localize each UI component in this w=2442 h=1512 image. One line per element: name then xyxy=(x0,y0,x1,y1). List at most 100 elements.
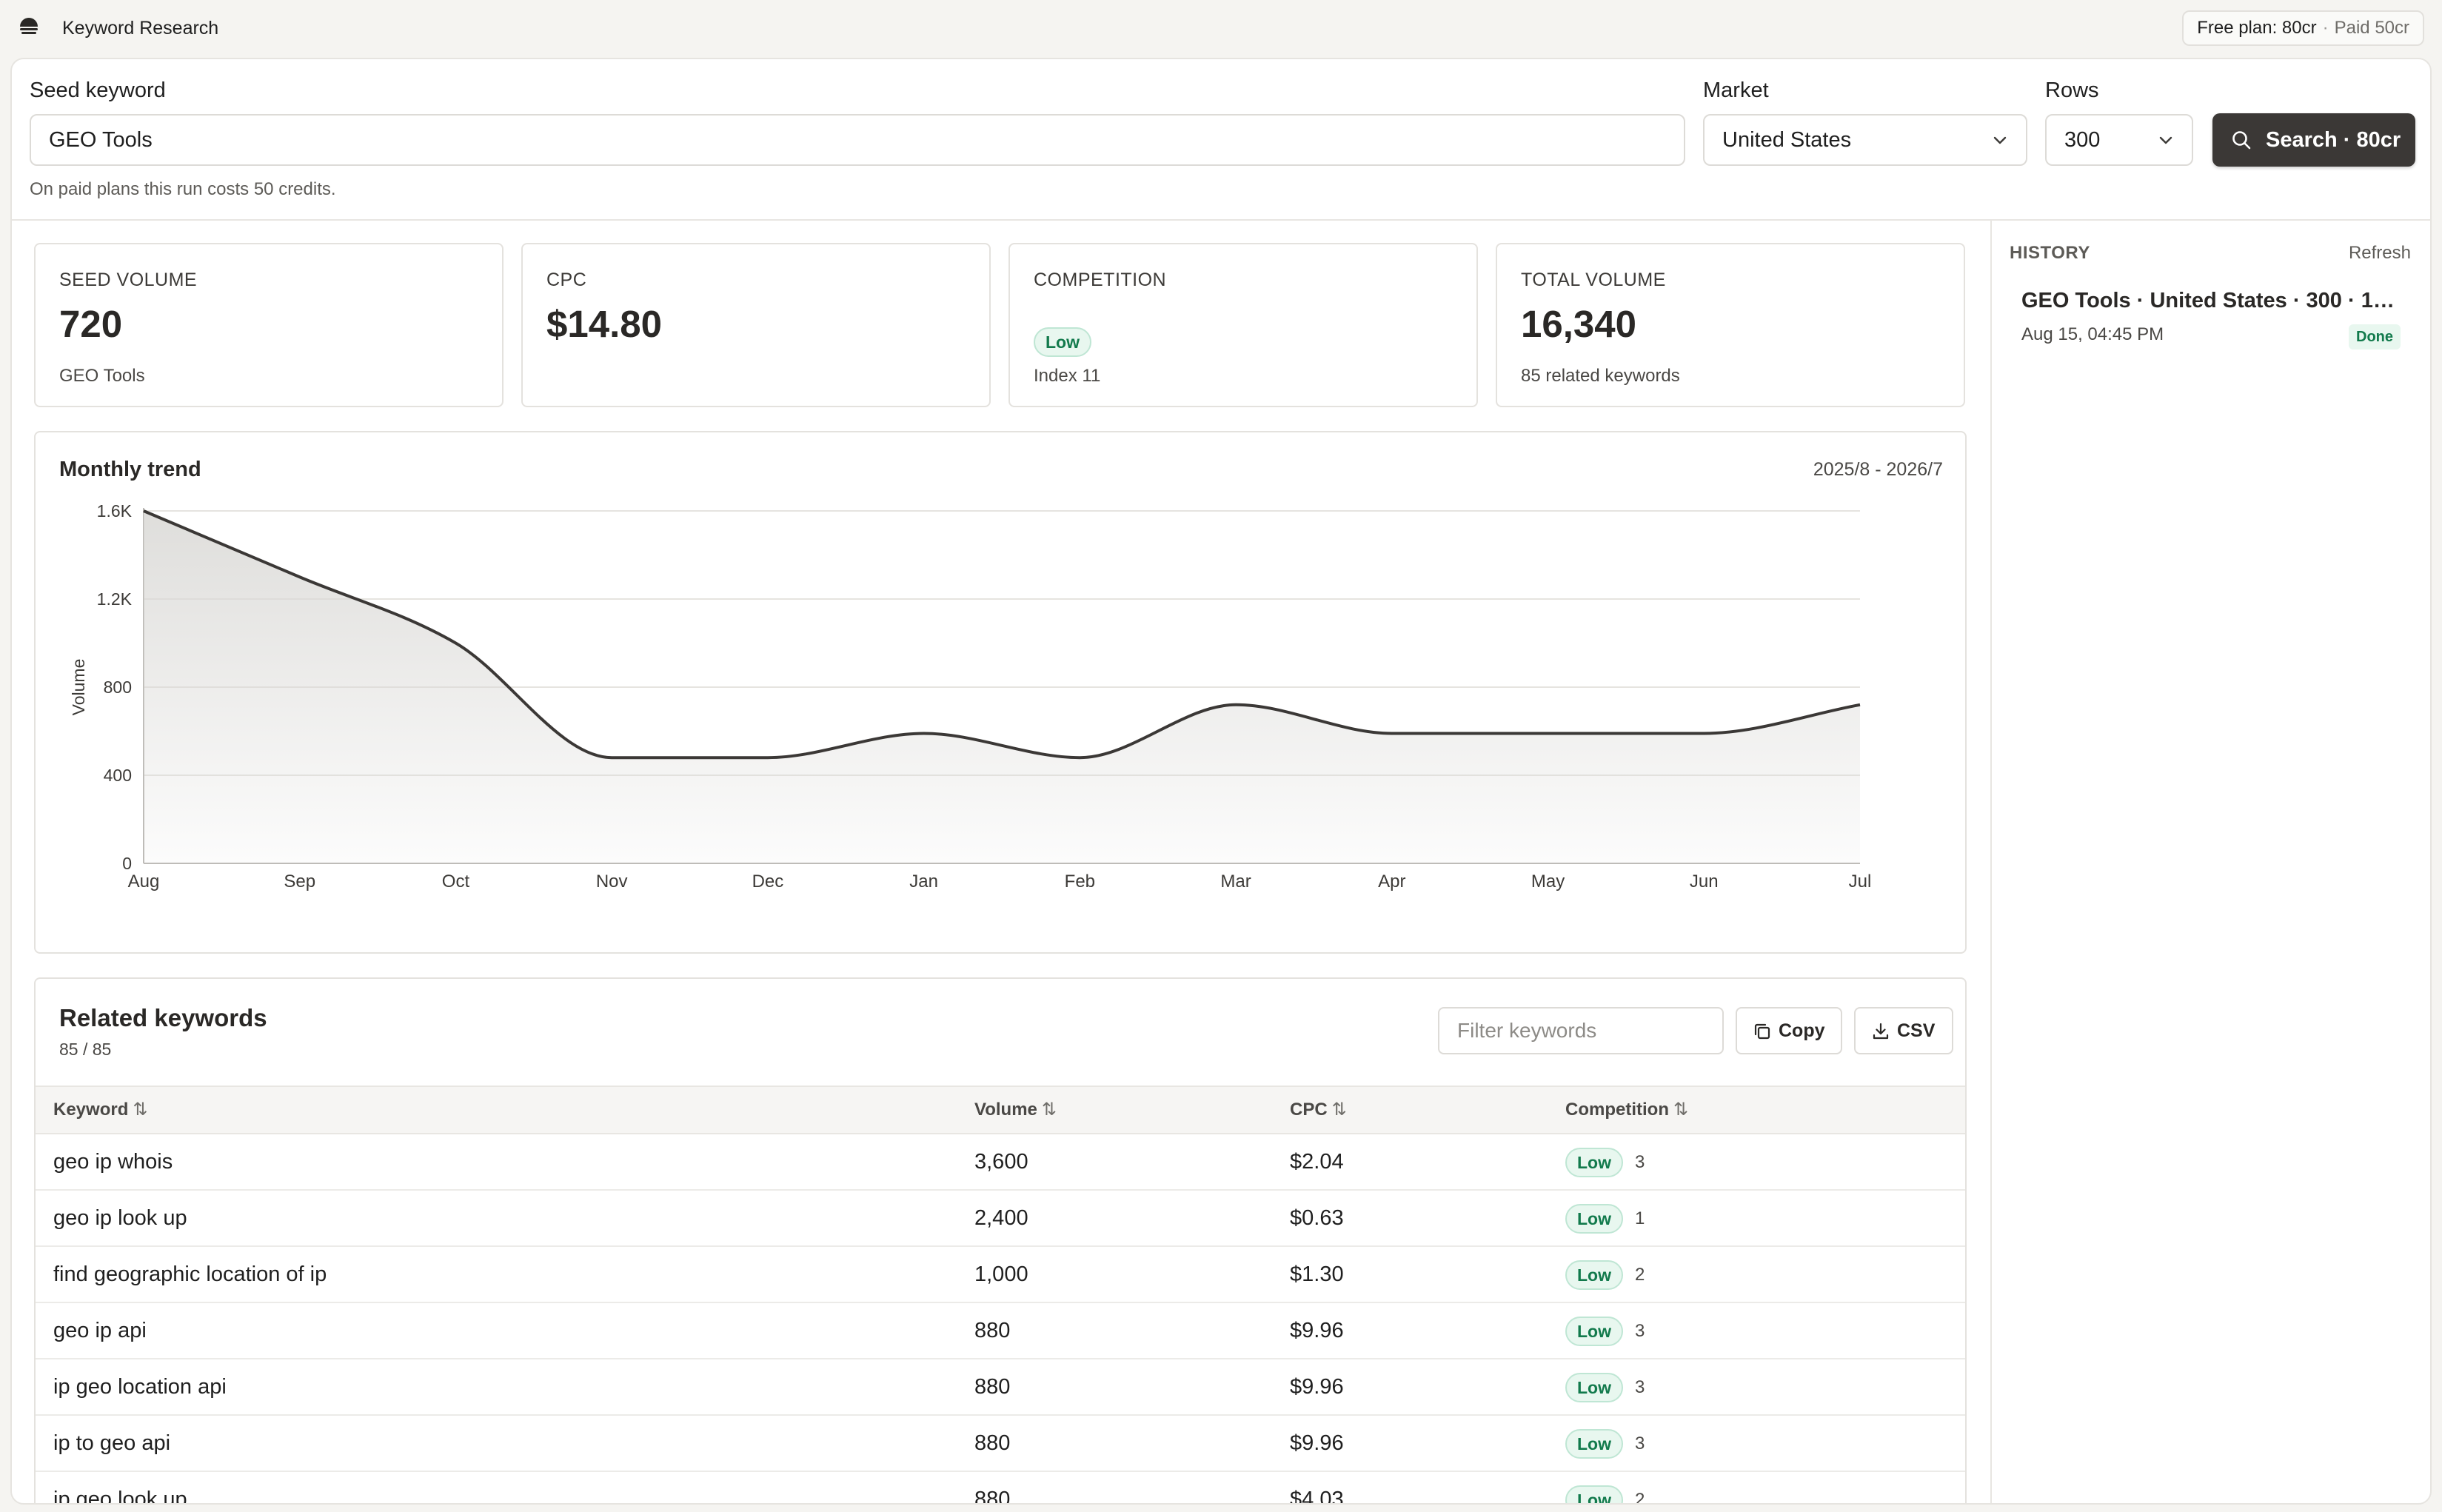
seed-keyword-input[interactable]: GEO Tools xyxy=(30,114,1685,166)
sort-icon: ⇅ xyxy=(133,1100,148,1120)
filter-keywords-input[interactable]: Filter keywords xyxy=(1438,1007,1724,1054)
volume-cell: 880 xyxy=(974,1488,1011,1505)
copy-icon xyxy=(1754,1023,1770,1040)
chart-date-range: 2025/8 - 2026/7 xyxy=(1813,459,1943,480)
y-tick-label: 0 xyxy=(122,854,132,873)
table-row[interactable]: ip to geo api 880 $9.96 Low 3 xyxy=(36,1416,1965,1472)
app-title: Keyword Research xyxy=(62,18,219,39)
keyword-cell: geo ip api xyxy=(53,1319,147,1342)
table-header: Keyword ⇅ Volume ⇅ CPC ⇅ Competition ⇅ xyxy=(36,1086,1965,1134)
y-tick-label: 800 xyxy=(104,678,132,697)
chart-title: Monthly trend xyxy=(59,458,201,481)
x-tick-label: Dec xyxy=(752,872,784,892)
volume-cell: 880 xyxy=(974,1375,1011,1399)
history-item-title: GEO Tools · United States · 300 · 16,340 xyxy=(2021,289,2403,312)
table-row[interactable]: ip geo look up 880 $4.03 Low 2 xyxy=(36,1472,1965,1505)
data-point xyxy=(141,509,146,513)
results-area: SEED VOLUME 720 GEO Tools CPC $14.80 COM… xyxy=(12,221,1990,1505)
market-select[interactable]: United States xyxy=(1703,114,2027,166)
competition-index: 2 xyxy=(1635,1490,1645,1505)
column-header-cpc[interactable]: CPC ⇅ xyxy=(1290,1100,1347,1120)
volume-cell: 3,600 xyxy=(974,1150,1028,1174)
related-keywords-count: 85 / 85 xyxy=(59,1040,112,1059)
keyword-cell: geo ip whois xyxy=(53,1150,173,1174)
rows-select-value: 300 xyxy=(2064,128,2101,152)
y-tick-label: 1.2K xyxy=(97,589,133,609)
total-volume-label: TOTAL VOLUME xyxy=(1521,270,1666,290)
logo-icon xyxy=(20,18,38,34)
data-point xyxy=(1077,755,1082,760)
volume-cell: 1,000 xyxy=(974,1262,1028,1286)
column-header-volume[interactable]: Volume ⇅ xyxy=(974,1100,1057,1120)
competition-badge: Low xyxy=(1565,1485,1623,1503)
rows-select[interactable]: 300 xyxy=(2045,114,2193,166)
copy-button-label: Copy xyxy=(1779,1020,1825,1041)
competition-badge: Low xyxy=(1565,1204,1623,1234)
volume-cell: 2,400 xyxy=(974,1206,1028,1230)
column-header-keyword[interactable]: Keyword ⇅ xyxy=(53,1100,148,1120)
cpc-card: CPC $14.80 xyxy=(521,243,991,407)
cpc-cell: $1.30 xyxy=(1290,1262,1344,1286)
credits-hint: On paid plans this run costs 50 credits. xyxy=(30,179,336,199)
data-point xyxy=(1702,731,1706,735)
search-button[interactable]: Search · 80cr xyxy=(2212,113,2415,167)
competition-cell: Low 3 xyxy=(1565,1134,1645,1190)
table-row[interactable]: geo ip look up 2,400 $0.63 Low 1 xyxy=(36,1191,1965,1247)
seed-volume-label: SEED VOLUME xyxy=(59,270,198,290)
seed-volume-card: SEED VOLUME 720 GEO Tools xyxy=(34,243,504,407)
competition-badge: Low xyxy=(1565,1317,1623,1347)
table-row[interactable]: geo ip whois 3,600 $2.04 Low 3 xyxy=(36,1134,1965,1191)
competition-badge: Low xyxy=(1565,1148,1623,1178)
table-row[interactable]: geo ip api 880 $9.96 Low 3 xyxy=(36,1303,1965,1359)
competition-label: COMPETITION xyxy=(1034,270,1167,290)
cpc-label: CPC xyxy=(546,270,587,290)
data-point xyxy=(1234,703,1238,707)
copy-button[interactable]: Copy xyxy=(1736,1007,1842,1054)
x-tick-label: Jul xyxy=(1849,872,1872,892)
competition-index: 3 xyxy=(1635,1152,1645,1173)
x-tick-label: Apr xyxy=(1378,872,1405,892)
x-tick-label: Aug xyxy=(128,872,160,892)
data-point xyxy=(1858,703,1862,707)
seed-keyword-label: Seed keyword xyxy=(30,78,166,102)
data-point xyxy=(609,755,614,760)
table-row[interactable]: ip geo location api 880 $9.96 Low 3 xyxy=(36,1359,1965,1416)
rows-label: Rows xyxy=(2045,78,2099,102)
sort-icon: ⇅ xyxy=(1041,1100,1057,1120)
chevron-down-icon xyxy=(1993,136,2007,144)
competition-cell: Low 3 xyxy=(1565,1416,1645,1471)
related-keywords-title: Related keywords xyxy=(59,1004,267,1031)
competition-index: 2 xyxy=(1635,1265,1645,1285)
chevron-down-icon xyxy=(2159,136,2172,144)
plan-separator: · xyxy=(2322,18,2329,38)
market-select-value: United States xyxy=(1722,128,1852,152)
x-tick-label: May xyxy=(1531,872,1565,892)
keyword-cell: ip to geo api xyxy=(53,1431,171,1455)
volume-cell: 880 xyxy=(974,1431,1011,1455)
sort-icon: ⇅ xyxy=(1673,1100,1689,1120)
keyword-cell: find geographic location of ip xyxy=(53,1262,327,1286)
data-point xyxy=(766,755,770,760)
column-header-competition[interactable]: Competition ⇅ xyxy=(1565,1100,1689,1120)
total-volume-value: 16,340 xyxy=(1521,303,1636,345)
competition-index: 3 xyxy=(1635,1321,1645,1342)
competition-cell: Low 3 xyxy=(1565,1303,1645,1359)
trend-area xyxy=(144,511,1860,863)
sort-icon: ⇅ xyxy=(1331,1100,1347,1120)
cpc-cell: $9.96 xyxy=(1290,1375,1344,1399)
refresh-button[interactable]: Refresh xyxy=(2348,243,2411,263)
table-row[interactable]: find geographic location of ip 1,000 $1.… xyxy=(36,1247,1965,1303)
competition-badge: Low xyxy=(1565,1429,1623,1459)
x-tick-label: Feb xyxy=(1065,872,1095,892)
csv-download-button[interactable]: CSV xyxy=(1854,1007,1953,1054)
data-point xyxy=(922,731,926,735)
x-tick-label: Oct xyxy=(442,872,470,892)
y-axis-label: Volume xyxy=(69,659,88,716)
volume-cell: 880 xyxy=(974,1319,1011,1342)
monthly-trend-card: Monthly trend 2025/8 - 2026/7 0 400 800 1.2… xyxy=(34,431,1967,954)
x-tick-label: Mar xyxy=(1220,872,1251,892)
history-item[interactable]: GEO Tools · United States · 300 · 16,340… xyxy=(2010,278,2412,360)
competition-index: 3 xyxy=(1635,1434,1645,1454)
competition-index: Index 11 xyxy=(1034,366,1101,386)
x-tick-label: Nov xyxy=(596,872,628,892)
